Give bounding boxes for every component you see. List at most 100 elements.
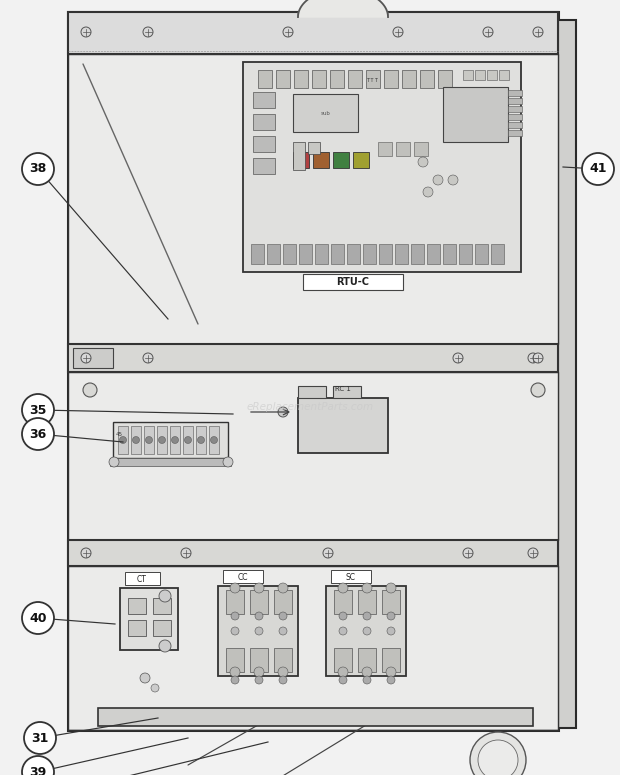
Circle shape: [83, 383, 97, 397]
Circle shape: [323, 548, 333, 558]
Circle shape: [528, 353, 538, 363]
Circle shape: [582, 153, 614, 185]
Text: SC: SC: [346, 573, 356, 581]
Bar: [68, 344, 558, 372]
Bar: [475, 70, 485, 80]
Circle shape: [230, 583, 240, 593]
Bar: [558, 20, 576, 728]
Bar: [68, 12, 558, 54]
Bar: [253, 136, 275, 152]
Bar: [347, 244, 360, 264]
Circle shape: [363, 612, 371, 620]
Bar: [250, 590, 268, 614]
Bar: [508, 90, 522, 96]
Text: 38: 38: [29, 163, 46, 175]
Bar: [508, 122, 522, 128]
Bar: [293, 94, 358, 132]
Bar: [487, 70, 497, 80]
Circle shape: [279, 627, 287, 635]
Circle shape: [387, 676, 395, 684]
Bar: [366, 70, 380, 88]
Bar: [253, 92, 275, 108]
Circle shape: [254, 583, 264, 593]
Bar: [463, 70, 473, 80]
Circle shape: [528, 548, 538, 558]
Bar: [128, 598, 146, 614]
Circle shape: [338, 583, 348, 593]
Bar: [253, 114, 275, 130]
Bar: [334, 590, 352, 614]
Circle shape: [463, 548, 473, 558]
Circle shape: [159, 436, 166, 443]
Bar: [274, 648, 292, 672]
Bar: [508, 130, 522, 136]
Circle shape: [22, 756, 54, 775]
Bar: [312, 70, 326, 88]
Circle shape: [470, 732, 526, 775]
Circle shape: [231, 676, 239, 684]
Circle shape: [181, 548, 191, 558]
Bar: [333, 386, 361, 398]
Circle shape: [423, 187, 433, 197]
Bar: [443, 244, 456, 264]
Text: eReplacementParts.com: eReplacementParts.com: [246, 402, 374, 412]
Bar: [331, 570, 371, 583]
Circle shape: [483, 27, 493, 37]
Bar: [68, 54, 558, 344]
Bar: [491, 244, 504, 264]
Text: RC 1: RC 1: [335, 386, 351, 392]
Circle shape: [279, 612, 287, 620]
Bar: [293, 152, 309, 168]
Circle shape: [387, 627, 395, 635]
Circle shape: [387, 612, 395, 620]
Circle shape: [339, 676, 347, 684]
Circle shape: [393, 27, 403, 37]
Circle shape: [140, 673, 150, 683]
Text: CC: CC: [237, 573, 248, 581]
Bar: [315, 244, 328, 264]
Bar: [499, 70, 509, 80]
Circle shape: [146, 436, 153, 443]
Bar: [253, 158, 275, 174]
Text: CT: CT: [137, 574, 147, 584]
Circle shape: [363, 627, 371, 635]
Bar: [98, 708, 533, 726]
Bar: [298, 386, 326, 398]
Circle shape: [22, 394, 54, 426]
Circle shape: [339, 612, 347, 620]
Circle shape: [254, 667, 264, 677]
Bar: [313, 152, 329, 168]
Bar: [209, 426, 219, 454]
Bar: [438, 70, 452, 88]
Bar: [293, 142, 305, 170]
Circle shape: [362, 667, 372, 677]
Circle shape: [278, 667, 288, 677]
Circle shape: [531, 383, 545, 397]
Bar: [358, 648, 376, 672]
Circle shape: [283, 27, 293, 37]
Text: sub: sub: [321, 111, 331, 116]
Bar: [276, 70, 290, 88]
Bar: [308, 142, 320, 154]
Bar: [420, 70, 434, 88]
Bar: [459, 244, 472, 264]
Text: 36: 36: [29, 428, 46, 440]
Bar: [294, 70, 308, 88]
Circle shape: [338, 667, 348, 677]
Circle shape: [143, 27, 153, 37]
Circle shape: [211, 436, 218, 443]
Bar: [170, 426, 180, 454]
Circle shape: [386, 667, 396, 677]
Circle shape: [133, 436, 140, 443]
Bar: [402, 70, 416, 88]
Bar: [68, 12, 558, 730]
Bar: [73, 348, 113, 368]
Bar: [508, 106, 522, 112]
Bar: [427, 244, 440, 264]
Circle shape: [230, 667, 240, 677]
Circle shape: [22, 602, 54, 634]
Circle shape: [231, 612, 239, 620]
Bar: [226, 590, 244, 614]
Bar: [68, 540, 558, 566]
Bar: [157, 426, 167, 454]
